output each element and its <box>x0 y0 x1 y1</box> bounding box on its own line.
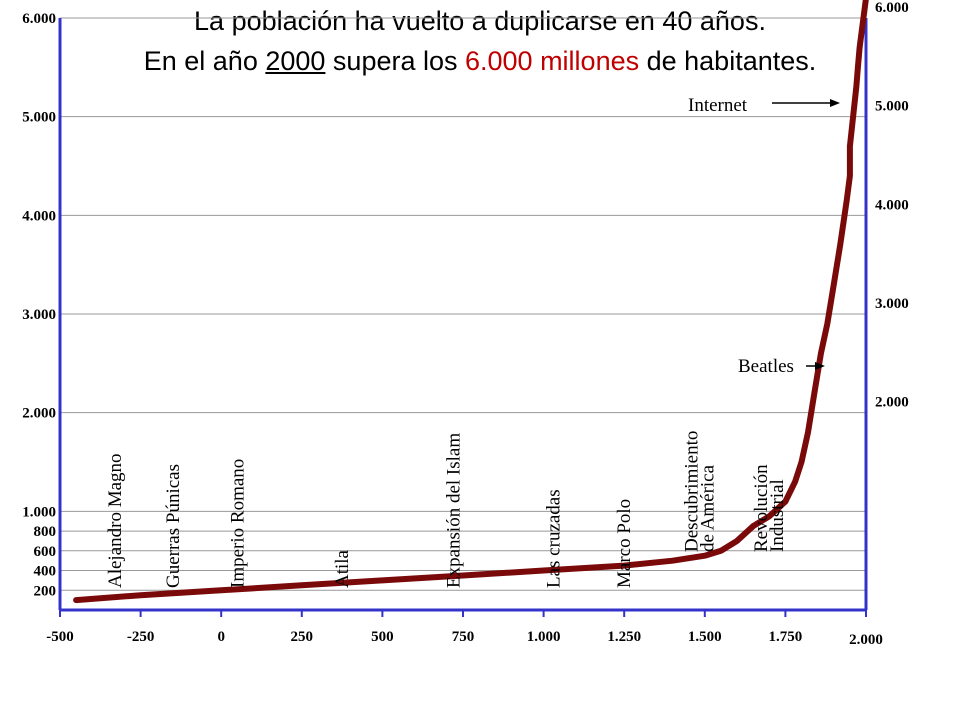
y-tick-label-left: 4.000 <box>22 208 56 224</box>
title-text-b: supera los <box>325 46 465 76</box>
chart-title-line-1: La población ha vuelto a duplicarse en 4… <box>194 6 766 36</box>
title-text-c: de habitantes. <box>639 46 817 76</box>
x-tick-label: 1.750 <box>769 629 803 645</box>
x-tick-label: -500 <box>46 629 74 645</box>
event-label: Industrial <box>767 479 788 552</box>
population-curve <box>73 0 869 604</box>
event-label: de América <box>698 464 719 552</box>
event-label: Revolución <box>751 464 772 552</box>
x-tick-label: -250 <box>127 629 155 645</box>
beatles-arrow-head <box>815 362 825 370</box>
x-tick-label: 2.000 <box>849 632 883 648</box>
y-tick-label-right: 5.000 <box>875 99 909 115</box>
internet-arrow-head <box>830 99 840 107</box>
y-tick-label-left: 400 <box>34 564 57 580</box>
x-tick-label: 1.250 <box>607 629 641 645</box>
event-label: Guerras Púnicas <box>163 464 184 588</box>
y-tick-label-left: 2.000 <box>22 406 56 422</box>
y-tick-label-left: 6.000 <box>22 11 56 27</box>
event-label: Las cruzadas <box>543 489 564 588</box>
x-tick-label: 1.000 <box>527 629 561 645</box>
x-tick-label: 250 <box>291 629 314 645</box>
y-tick-label-left: 3.000 <box>22 307 56 323</box>
event-label: Atila <box>332 549 353 588</box>
y-tick-label-left: 600 <box>34 544 57 560</box>
x-tick-label: 750 <box>452 629 475 645</box>
title-text-a: En el año <box>143 46 266 76</box>
event-label: Descubrimiento <box>682 431 703 552</box>
beatles-label: Beatles <box>738 356 794 377</box>
event-label: Alejandro Magno <box>105 453 126 588</box>
x-tick-label: 500 <box>371 629 394 645</box>
event-label: Marco Polo <box>614 499 635 588</box>
y-tick-label-left: 5.000 <box>22 110 56 126</box>
chart-title-line-2: En el año 2000 supera los 6.000 millones… <box>0 46 960 77</box>
title-year: 2000 <box>265 46 326 76</box>
title-highlight: 6.000 millones <box>465 46 640 76</box>
x-tick-label: 1.500 <box>688 629 722 645</box>
y-tick-label-left: 1.000 <box>22 504 56 520</box>
y-tick-label-right: 4.000 <box>875 197 909 213</box>
y-tick-label-left: 200 <box>34 583 57 599</box>
y-tick-label-right: 3.000 <box>875 296 909 312</box>
event-label: Expansión del Islam <box>443 433 464 588</box>
event-label: Imperio Romano <box>227 459 248 588</box>
y-tick-label-left: 800 <box>34 524 57 540</box>
x-tick-label: 0 <box>217 629 225 645</box>
internet-label: Internet <box>688 95 748 116</box>
y-tick-label-right: 6.000 <box>875 0 909 16</box>
y-tick-label-right: 2.000 <box>875 395 909 411</box>
